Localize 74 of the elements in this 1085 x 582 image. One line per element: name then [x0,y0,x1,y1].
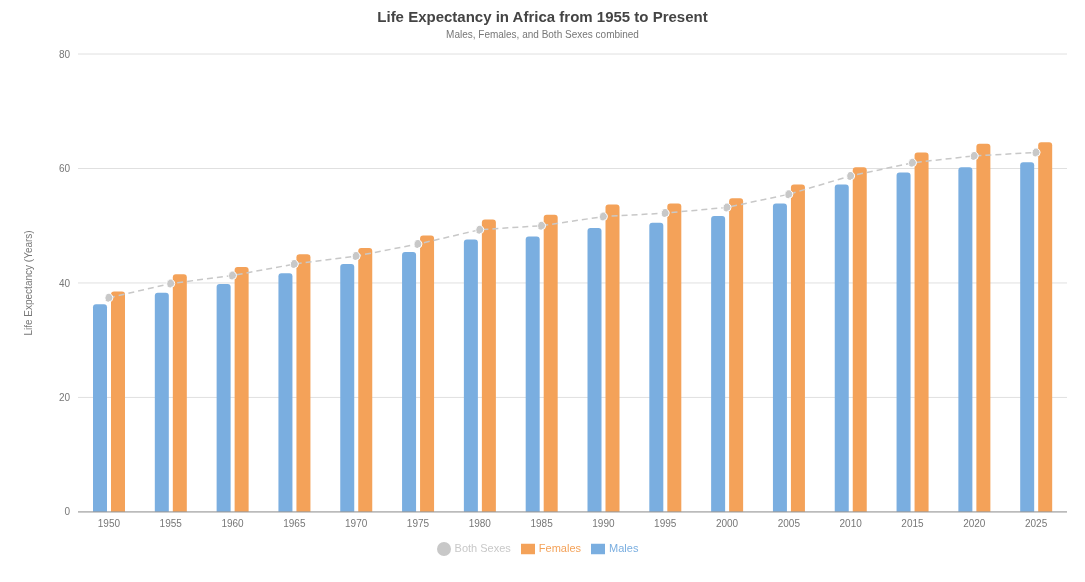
point [1031,147,1041,157]
bar [420,235,435,512]
bar [525,236,540,512]
x-tick-label: 2010 [839,518,863,530]
bar [234,266,249,512]
bar [790,184,805,512]
y-tick-label: 20 [58,391,71,403]
bar [216,284,231,512]
bar [402,252,417,512]
y-tick-label: 0 [64,506,71,518]
bar [834,184,849,512]
x-tick-label: 1990 [592,518,615,530]
x-tick-label: 1965 [283,518,306,530]
x-tick-label: 1960 [221,518,245,530]
bar [1038,142,1053,512]
bar [340,264,355,512]
legend-label: Males [609,541,639,554]
bar [543,214,558,512]
chart-title: Life Expectancy in Africa from 1955 to Present [376,8,709,25]
bar [278,273,293,512]
point [289,259,299,269]
y-tick-label: 40 [58,277,71,289]
point [598,212,608,222]
point [351,251,361,261]
bar [111,291,125,512]
bar [296,254,311,512]
bar [605,204,620,512]
point [166,279,176,289]
bar [958,167,973,512]
bar [481,219,496,512]
bar [93,304,107,512]
x-tick-label: 2025 [1024,518,1048,530]
bar [976,143,991,512]
x-tick-label: 1955 [159,518,183,530]
y-tick-label: 60 [58,163,71,175]
bar [649,222,664,512]
x-tick-label: 1980 [468,518,492,530]
point [907,158,917,168]
x-tick-label: 1985 [530,518,554,530]
bar [1020,162,1035,512]
bar [914,152,929,512]
point [784,189,794,199]
y-tick-label: 80 [58,48,71,60]
x-tick-label: 2015 [901,518,925,530]
bar [772,203,787,512]
legend-label: Females [538,541,582,554]
point [104,293,114,303]
point [475,225,485,235]
chart-subtitle: Males, Females, and Both Sexes combined [445,29,640,40]
point [537,221,547,231]
x-tick-label: 2020 [963,518,986,530]
bar [172,274,187,512]
bar [463,239,478,512]
point [969,151,979,161]
bar [358,248,373,512]
bar [852,167,867,512]
x-tick-label: 2005 [777,518,801,530]
bar [711,215,726,512]
bar [587,228,602,512]
x-tick-label: 1995 [654,518,677,530]
x-tick-label: 1950 [97,518,121,530]
point [660,208,670,218]
bar [896,172,911,512]
y-axis-title: Life Expectancy (Years) [22,230,34,336]
bar [729,198,744,512]
point [722,202,732,212]
x-tick-label: 1970 [345,518,368,530]
bar [154,292,169,512]
point [413,239,423,249]
x-tick-label: 1975 [406,518,430,530]
point [228,271,238,281]
point [846,171,856,181]
x-tick-label: 2000 [715,518,739,530]
bar [667,203,682,512]
